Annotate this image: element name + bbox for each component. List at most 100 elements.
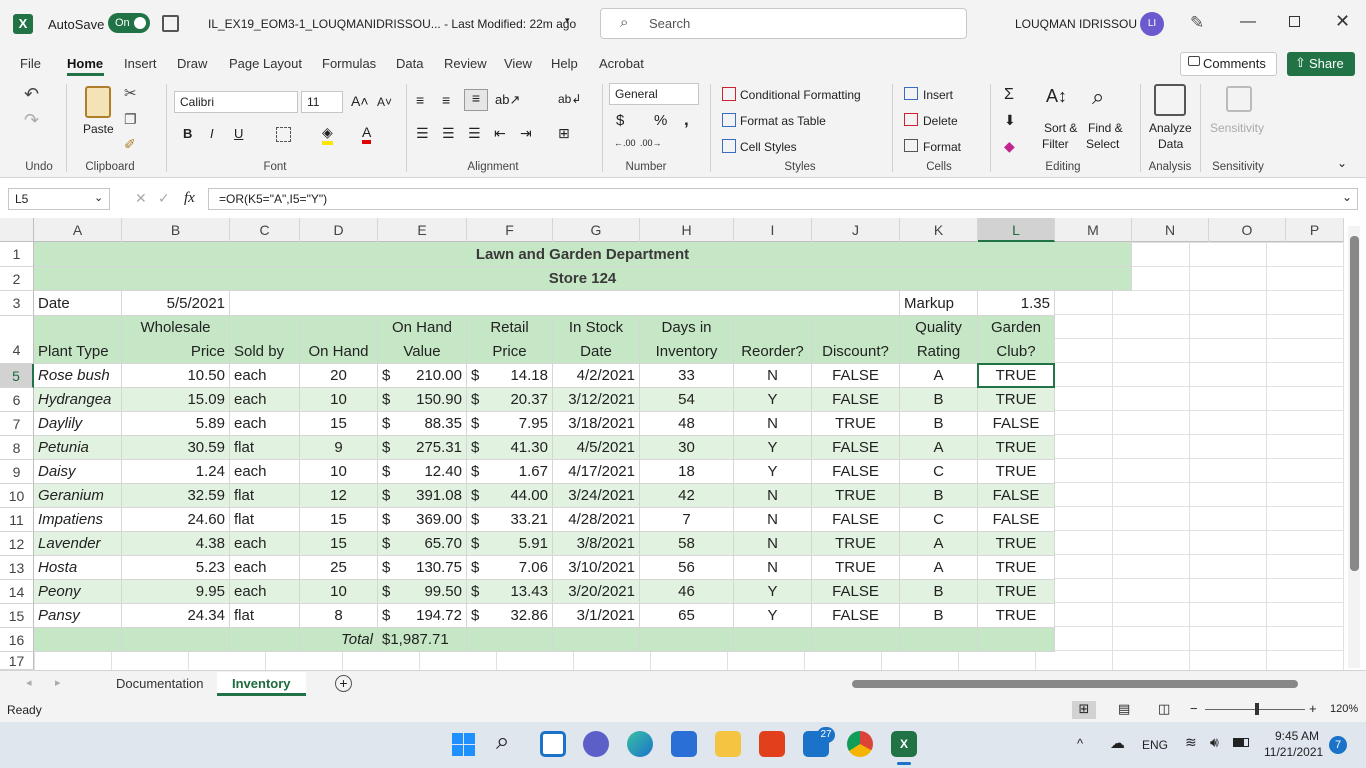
chevron-down-icon[interactable]: ⌄: [94, 192, 104, 204]
on-hand[interactable]: 12: [300, 484, 378, 508]
in-stock-date[interactable]: 3/1/2021: [553, 604, 640, 628]
on-hand[interactable]: 15: [300, 412, 378, 436]
in-stock-date[interactable]: 3/24/2021: [553, 484, 640, 508]
align-left-icon[interactable]: ☰: [416, 125, 429, 141]
decrease-font-icon[interactable]: A˅: [377, 95, 393, 109]
row-header-9[interactable]: 9: [0, 460, 34, 484]
format-as-table-button[interactable]: Format as Table: [740, 114, 826, 128]
wholesale-price[interactable]: 4.38: [122, 532, 230, 556]
zoom-slider-thumb[interactable]: [1255, 703, 1259, 715]
column-header-e[interactable]: E: [378, 218, 467, 242]
sold-by[interactable]: flat: [230, 436, 300, 460]
analyze-data-line1[interactable]: Analyze: [1149, 121, 1192, 135]
sold-by[interactable]: flat: [230, 508, 300, 532]
undo-icon[interactable]: ↶: [24, 84, 40, 104]
wholesale-price[interactable]: 5.23: [122, 556, 230, 580]
days-in-inventory[interactable]: 33: [640, 364, 734, 388]
in-stock-date[interactable]: 3/8/2021: [553, 532, 640, 556]
save-icon[interactable]: [162, 15, 179, 32]
zoom-out-icon[interactable]: −: [1190, 701, 1198, 716]
reorder[interactable]: N: [734, 508, 812, 532]
comma-icon[interactable]: ,: [684, 110, 689, 129]
in-stock-date[interactable]: 4/28/2021: [553, 508, 640, 532]
font-size-select[interactable]: 11: [301, 91, 343, 113]
header-f[interactable]: Retail Price: [467, 316, 553, 364]
menu-insert[interactable]: Insert: [124, 56, 157, 71]
column-header-p[interactable]: P: [1286, 218, 1344, 242]
row-header-7[interactable]: 7: [0, 412, 34, 436]
minimize-icon[interactable]: —: [1240, 13, 1256, 30]
menu-data[interactable]: Data: [396, 56, 424, 71]
sheet-tab-documentation[interactable]: Documentation: [116, 676, 204, 691]
row-header-6[interactable]: 6: [0, 388, 34, 412]
align-middle-icon[interactable]: ≡: [442, 92, 451, 108]
bold-icon[interactable]: B: [183, 126, 193, 141]
chevron-up-icon[interactable]: ^: [1077, 736, 1084, 751]
header-l[interactable]: Garden Club?: [978, 316, 1055, 364]
column-header-f[interactable]: F: [467, 218, 553, 242]
column-header-a[interactable]: A: [34, 218, 122, 242]
zoom-in-icon[interactable]: +: [1309, 701, 1317, 716]
onedrive-icon[interactable]: ☁: [1110, 735, 1125, 752]
store-icon[interactable]: [671, 731, 697, 757]
garden-club[interactable]: TRUE: [978, 580, 1055, 604]
copy-icon[interactable]: ❐: [124, 111, 137, 127]
discount[interactable]: FALSE: [812, 388, 900, 412]
empty-cell[interactable]: [553, 628, 640, 652]
pen-icon[interactable]: ✎: [1190, 13, 1205, 32]
empty-cell[interactable]: [122, 628, 230, 652]
quality-rating[interactable]: A: [900, 364, 978, 388]
office-icon[interactable]: [759, 731, 785, 757]
redo-icon[interactable]: ↷: [24, 110, 40, 130]
windows-start-icon[interactable]: [452, 733, 475, 756]
tab-scroll-left-icon[interactable]: ◂: [26, 677, 32, 689]
wholesale-price[interactable]: 9.95: [122, 580, 230, 604]
page-break-view-icon[interactable]: ◫: [1158, 701, 1171, 716]
on-hand-value[interactable]: $130.75: [378, 556, 467, 580]
column-header-l[interactable]: L: [978, 218, 1055, 242]
on-hand[interactable]: 8: [300, 604, 378, 628]
days-in-inventory[interactable]: 42: [640, 484, 734, 508]
sold-by[interactable]: each: [230, 364, 300, 388]
row-header-11[interactable]: 11: [0, 508, 34, 532]
retail-price[interactable]: $13.43: [467, 580, 553, 604]
in-stock-date[interactable]: 3/20/2021: [553, 580, 640, 604]
on-hand-value[interactable]: $65.70: [378, 532, 467, 556]
enter-icon[interactable]: ✓: [158, 190, 170, 206]
page-layout-view-icon[interactable]: ▤: [1118, 701, 1131, 716]
menu-home[interactable]: Home: [67, 56, 104, 71]
retail-price[interactable]: $32.86: [467, 604, 553, 628]
row-header-15[interactable]: 15: [0, 604, 34, 628]
cut-icon[interactable]: ✂: [124, 85, 137, 102]
file-title[interactable]: IL_EX19_EOM3-1_LOUQMANIDRISSOU... - Last…: [208, 17, 577, 31]
expand-formula-icon[interactable]: ⌄: [1342, 190, 1353, 204]
number-format-select[interactable]: General: [609, 83, 699, 105]
cancel-icon[interactable]: ✕: [135, 190, 147, 206]
retail-price[interactable]: $20.37: [467, 388, 553, 412]
on-hand-value[interactable]: $194.72: [378, 604, 467, 628]
menu-view[interactable]: View: [504, 56, 532, 71]
wholesale-price[interactable]: 30.59: [122, 436, 230, 460]
sold-by[interactable]: each: [230, 532, 300, 556]
align-right-icon[interactable]: ☰: [468, 125, 481, 141]
font-name-select[interactable]: Calibri: [174, 91, 298, 113]
decrease-decimal-icon[interactable]: .00→: [640, 138, 662, 148]
column-header-k[interactable]: K: [900, 218, 978, 242]
collapse-ribbon-icon[interactable]: ⌄: [1337, 156, 1348, 170]
plant-name[interactable]: Hydrangea: [34, 388, 122, 412]
fill-icon[interactable]: ⬇: [1004, 112, 1016, 128]
on-hand-value[interactable]: $88.35: [378, 412, 467, 436]
autosave-toggle[interactable]: On: [108, 13, 150, 33]
plant-name[interactable]: Hosta: [34, 556, 122, 580]
garden-club[interactable]: TRUE: [978, 364, 1055, 388]
quality-rating[interactable]: B: [900, 580, 978, 604]
taskbar-search-icon[interactable]: ⌕: [496, 728, 510, 755]
on-hand-value[interactable]: $12.40: [378, 460, 467, 484]
chrome-icon[interactable]: [847, 731, 873, 757]
teams-chat-icon[interactable]: [583, 731, 609, 757]
garden-club[interactable]: TRUE: [978, 556, 1055, 580]
quality-rating[interactable]: C: [900, 460, 978, 484]
on-hand[interactable]: 20: [300, 364, 378, 388]
menu-help[interactable]: Help: [551, 56, 578, 71]
format-cells-button[interactable]: Format: [923, 140, 962, 154]
